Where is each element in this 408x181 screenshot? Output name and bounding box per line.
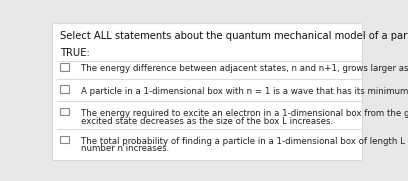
Bar bbox=[60, 108, 69, 115]
Text: The energy difference between adjacent states, n and n+1, grows larger as n incr: The energy difference between adjacent s… bbox=[81, 64, 408, 73]
Bar bbox=[60, 63, 69, 71]
Text: number n increases.: number n increases. bbox=[81, 144, 169, 153]
Text: The total probability of finding a particle in a 1-dimensional box of length L i: The total probability of finding a parti… bbox=[81, 137, 408, 146]
Text: Select ALL statements about the quantum mechanical model of a particle in a box : Select ALL statements about the quantum … bbox=[60, 31, 408, 41]
Text: The energy required to excite an electron in a 1-dimensional box from the ground: The energy required to excite an electro… bbox=[81, 109, 408, 118]
Text: TRUE:: TRUE: bbox=[60, 47, 90, 58]
FancyBboxPatch shape bbox=[53, 24, 362, 160]
Bar bbox=[60, 85, 69, 93]
Bar bbox=[60, 136, 69, 143]
Text: A particle in a 1-dimensional box with n = 1 is a wave that has its minimum ampl: A particle in a 1-dimensional box with n… bbox=[81, 87, 408, 96]
Text: excited state decreases as the size of the box L increases.: excited state decreases as the size of t… bbox=[81, 117, 333, 125]
